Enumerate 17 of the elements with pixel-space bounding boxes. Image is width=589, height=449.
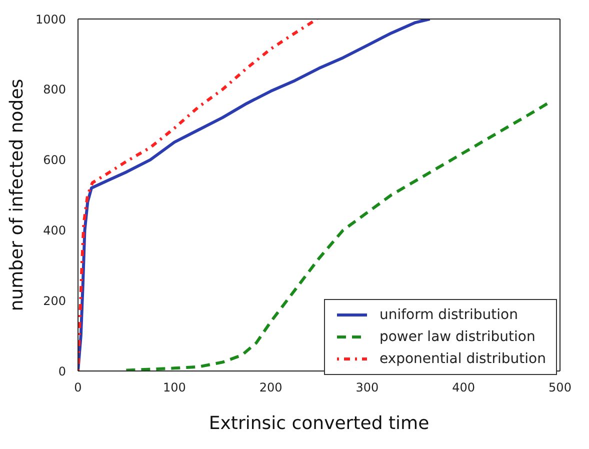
y-tick-label: 200 <box>43 294 66 308</box>
y-tick-label: 0 <box>58 364 66 378</box>
y-tick-label: 400 <box>43 223 66 238</box>
x-tick-label: 300 <box>356 380 379 395</box>
legend-label: power law distribution <box>379 329 536 345</box>
x-tick-label: 400 <box>452 380 476 395</box>
x-tick-label: 0 <box>74 380 82 395</box>
y-tick-label: 1000 <box>35 12 66 26</box>
legend-label: uniform distribution <box>379 307 518 323</box>
x-tick-label: 200 <box>259 380 282 395</box>
x-tick-label: 100 <box>162 380 186 395</box>
legend-label: exponential distribution <box>379 351 546 367</box>
y-tick-label: 600 <box>43 153 66 168</box>
y-tick-label: 800 <box>43 82 66 97</box>
x-tick-label: 500 <box>548 380 572 395</box>
x-axis-title: Extrinsic converted time <box>208 413 430 434</box>
y-axis-title: number of infected nodes <box>6 78 28 312</box>
